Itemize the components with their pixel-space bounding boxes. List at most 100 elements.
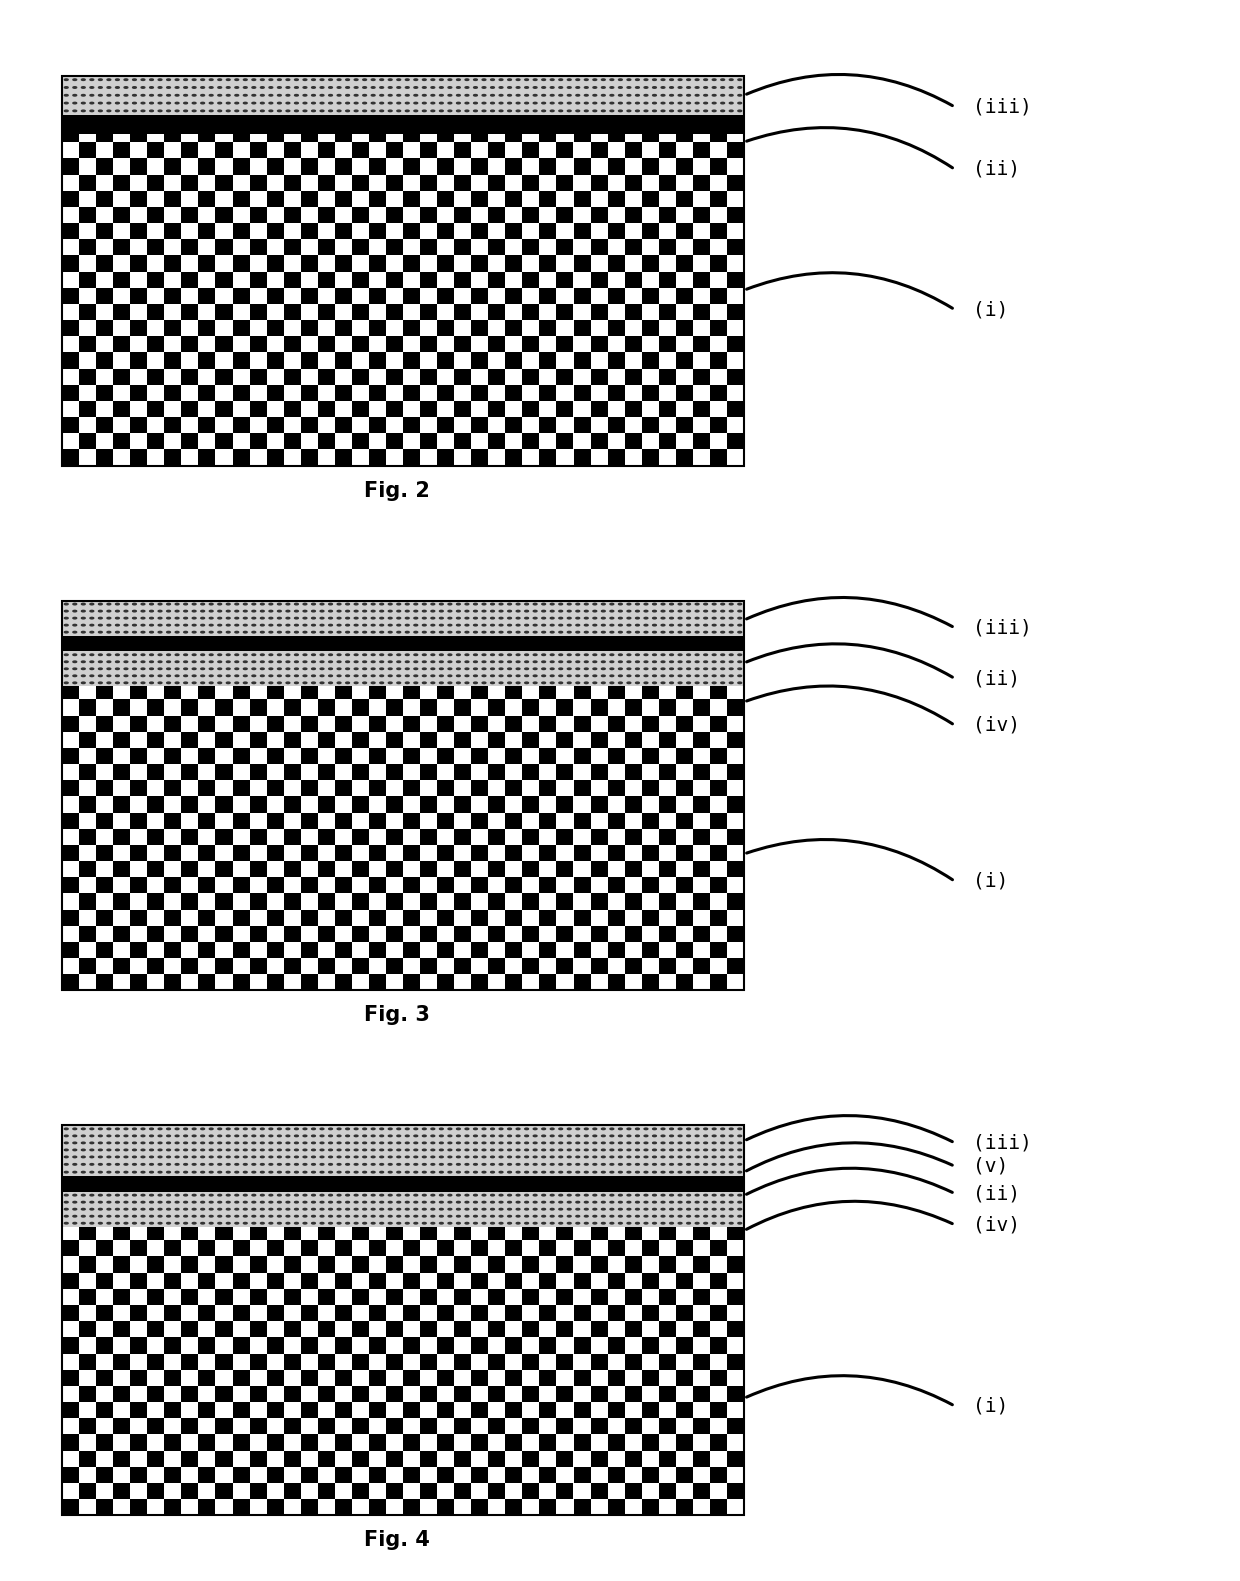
Text: (iv): (iv) (973, 1216, 1021, 1235)
Bar (658, 797, 676, 813)
Bar (181, 1227, 198, 1241)
Bar (436, 353, 454, 368)
Bar (625, 699, 642, 716)
Bar (130, 877, 148, 893)
Bar (317, 402, 335, 417)
Bar (573, 417, 590, 433)
Bar (198, 191, 216, 207)
Bar (267, 716, 284, 732)
Bar (352, 699, 368, 716)
Bar (335, 1241, 352, 1257)
Bar (352, 368, 368, 384)
Bar (113, 797, 130, 813)
Bar (148, 699, 164, 716)
Text: (i): (i) (973, 871, 1008, 890)
Bar (522, 926, 539, 942)
Bar (148, 174, 164, 191)
Bar (642, 716, 658, 732)
Bar (573, 877, 590, 893)
Bar (436, 1338, 454, 1353)
Bar (164, 1338, 181, 1353)
Bar (505, 449, 522, 466)
Bar (62, 384, 79, 402)
Bar (97, 974, 113, 990)
Bar (573, 1338, 590, 1353)
Bar (489, 828, 505, 844)
Bar (62, 134, 744, 466)
Bar (642, 319, 658, 337)
Bar (148, 1418, 164, 1434)
Bar (727, 142, 744, 158)
Bar (284, 402, 300, 417)
Bar (198, 319, 216, 337)
Bar (317, 862, 335, 877)
Bar (658, 433, 676, 449)
Bar (471, 1467, 489, 1483)
Bar (113, 174, 130, 191)
Bar (505, 1241, 522, 1257)
Bar (557, 1418, 573, 1434)
Bar (335, 942, 352, 958)
Bar (454, 272, 471, 288)
Bar (471, 1434, 489, 1450)
Bar (471, 716, 489, 732)
Bar (693, 862, 709, 877)
Bar (539, 1369, 557, 1387)
Bar (164, 319, 181, 337)
Bar (249, 732, 267, 748)
Bar (97, 223, 113, 239)
Bar (97, 779, 113, 797)
Bar (454, 1387, 471, 1402)
Bar (62, 1467, 79, 1483)
Bar (164, 1369, 181, 1387)
Bar (403, 844, 420, 862)
Bar (352, 958, 368, 974)
Bar (386, 174, 403, 191)
Bar (642, 191, 658, 207)
Bar (386, 1450, 403, 1467)
Bar (130, 748, 148, 764)
Bar (539, 417, 557, 433)
Bar (164, 134, 181, 142)
Bar (522, 1322, 539, 1338)
Bar (590, 732, 608, 748)
Bar (590, 337, 608, 353)
Bar (148, 1387, 164, 1402)
Bar (420, 207, 436, 223)
Bar (642, 288, 658, 304)
Bar (403, 1434, 420, 1450)
Bar (676, 1402, 693, 1418)
Bar (573, 256, 590, 272)
Bar (216, 368, 233, 384)
Bar (233, 1467, 249, 1483)
Bar (489, 1387, 505, 1402)
Bar (693, 368, 709, 384)
Bar (317, 893, 335, 909)
Bar (97, 417, 113, 433)
Bar (164, 1241, 181, 1257)
Bar (505, 686, 522, 699)
Bar (658, 304, 676, 319)
Bar (300, 813, 317, 828)
Bar (148, 239, 164, 256)
Bar (709, 449, 727, 466)
Bar (62, 813, 79, 828)
Bar (642, 844, 658, 862)
Bar (436, 223, 454, 239)
Bar (386, 732, 403, 748)
Bar (267, 686, 284, 699)
Bar (403, 748, 420, 764)
Bar (539, 813, 557, 828)
Bar (198, 1369, 216, 1387)
Bar (62, 191, 79, 207)
Bar (370, 191, 386, 207)
Bar (539, 942, 557, 958)
Bar (284, 304, 300, 319)
Bar (335, 191, 352, 207)
Bar (352, 239, 368, 256)
Bar (352, 304, 368, 319)
Bar (62, 877, 79, 893)
Bar (317, 272, 335, 288)
Bar (79, 893, 97, 909)
Bar (62, 1126, 744, 1515)
